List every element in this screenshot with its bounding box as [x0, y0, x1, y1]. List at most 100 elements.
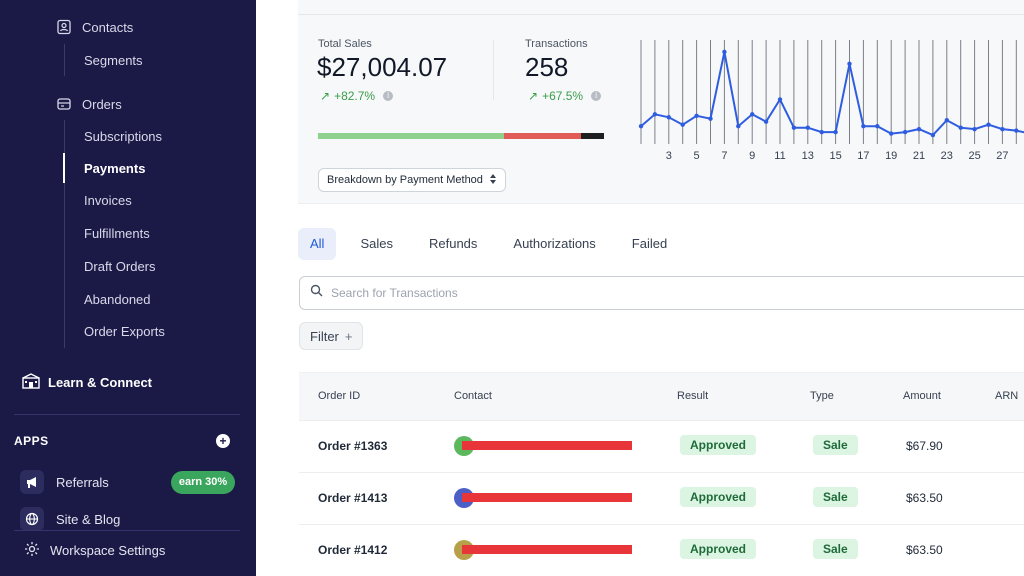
x-tick-label: 9: [749, 150, 755, 162]
order-id[interactable]: Order #1412: [318, 543, 388, 557]
sidebar-item-fulfillments[interactable]: Fulfillments: [84, 226, 150, 241]
chart-point[interactable]: [791, 125, 797, 130]
sidebar-item-site-blog[interactable]: Site & Blog: [20, 507, 120, 531]
x-tick-label: 23: [941, 150, 953, 162]
chart-point[interactable]: [986, 122, 991, 127]
sidebar-item-label: Site & Blog: [56, 511, 121, 527]
x-tick-label: 27: [996, 150, 1008, 162]
globe-icon: [20, 507, 44, 531]
table-row[interactable]: Order #1363 Approved Sale $67.90: [299, 420, 1024, 472]
plus-icon: +: [344, 328, 353, 344]
tab-all[interactable]: All: [298, 228, 337, 260]
chart-point[interactable]: [847, 61, 852, 66]
sidebar-item-abandoned[interactable]: Abandoned: [84, 292, 151, 307]
chart-point[interactable]: [958, 125, 963, 130]
chart-point[interactable]: [819, 129, 824, 135]
sidebar-item-referrals[interactable]: Referrals: [20, 470, 109, 494]
contacts-icon: [56, 19, 72, 35]
type-badge: Sale: [813, 487, 858, 507]
sidebar-item-segments[interactable]: Segments: [84, 53, 143, 68]
chart-point[interactable]: [763, 119, 769, 124]
tab-sales[interactable]: Sales: [360, 236, 393, 251]
table-row[interactable]: Order #1412 Approved Sale $63.50: [299, 524, 1024, 576]
stats-top-border: [298, 14, 1024, 15]
sidebar-item-draft-orders[interactable]: Draft Orders: [84, 259, 156, 274]
megaphone-icon: [20, 470, 44, 494]
orders-icon: [56, 96, 72, 112]
filter-label: Filter: [310, 328, 339, 344]
change-value: +82.7%: [334, 89, 376, 103]
chart-point[interactable]: [930, 132, 936, 138]
breakdown-label: Breakdown by Payment Method: [327, 174, 483, 186]
sidebar-divider: [14, 530, 240, 531]
tab-failed[interactable]: Failed: [631, 236, 668, 251]
total-sales-value: $27,004.07: [317, 52, 448, 82]
breakdown-select[interactable]: Breakdown by Payment Method: [318, 168, 506, 192]
nav-tree-line: [64, 120, 65, 348]
x-tick-label: 25: [968, 150, 980, 162]
chart-point[interactable]: [1000, 126, 1005, 132]
progress-segment-dark: [581, 133, 604, 139]
chart-point[interactable]: [972, 126, 977, 132]
chart-point[interactable]: [889, 131, 894, 136]
order-id[interactable]: Order #1413: [318, 491, 388, 505]
redacted-contact: [462, 493, 632, 502]
chart-point[interactable]: [722, 49, 727, 55]
chart-point[interactable]: [902, 129, 908, 135]
chart-point[interactable]: [777, 97, 783, 102]
sidebar-item-invoices[interactable]: Invoices: [84, 193, 132, 208]
arrow-up-right-icon: ↗: [528, 89, 539, 103]
sidebar-item-subscriptions[interactable]: Subscriptions: [84, 129, 163, 144]
type-badge: Sale: [813, 435, 858, 455]
chart-point[interactable]: [666, 115, 671, 120]
info-icon[interactable]: i: [591, 91, 602, 101]
column-header-amount[interactable]: Amount: [903, 390, 941, 402]
chart-point[interactable]: [1014, 128, 1019, 133]
table-row[interactable]: Order #1413 Approved Sale $63.50: [299, 472, 1024, 524]
sidebar-item-orders[interactable]: Orders: [56, 96, 122, 112]
earn-badge[interactable]: earn 30%: [171, 471, 235, 494]
add-app-icon[interactable]: +: [216, 434, 230, 448]
search-input[interactable]: [331, 286, 931, 300]
chart-point[interactable]: [736, 123, 741, 129]
column-header-arn[interactable]: ARN: [995, 390, 1019, 402]
sidebar-item-order-exports[interactable]: Order Exports: [84, 324, 165, 339]
column-header-order-id[interactable]: Order ID: [318, 390, 361, 402]
progress-segment-red: [503, 133, 582, 139]
chart-point[interactable]: [805, 125, 810, 130]
amount: $67.90: [906, 439, 943, 453]
gear-icon: [24, 541, 40, 560]
column-header-type[interactable]: Type: [810, 390, 834, 402]
chart-point[interactable]: [638, 123, 644, 129]
transactions-value: 258: [525, 52, 569, 82]
column-header-contact[interactable]: Contact: [454, 390, 492, 402]
arrow-up-right-icon: ↗: [320, 89, 331, 103]
workspace-settings-button[interactable]: Workspace Settings: [24, 541, 165, 560]
status-badge: Approved: [680, 539, 757, 559]
chart-point[interactable]: [861, 123, 866, 129]
info-icon[interactable]: i: [383, 91, 394, 101]
chart-point[interactable]: [694, 113, 699, 118]
tab-refunds[interactable]: Refunds: [428, 236, 478, 251]
redacted-contact: [462, 545, 632, 554]
table-header: Order ID Contact Result Type Amount ARN: [299, 372, 1024, 420]
chart-point[interactable]: [750, 112, 755, 117]
redacted-contact: [462, 441, 632, 450]
x-tick-label: 17: [857, 150, 869, 162]
column-header-result[interactable]: Result: [677, 390, 709, 402]
sidebar-item-contacts[interactable]: Contacts: [56, 19, 133, 35]
chart-point[interactable]: [680, 122, 685, 127]
x-tick-label: 3: [666, 150, 672, 162]
sidebar-item-learn-connect[interactable]: Learn & Connect: [22, 373, 152, 392]
order-id[interactable]: Order #1363: [318, 439, 388, 453]
sidebar-item-payments[interactable]: Payments: [84, 161, 146, 176]
filter-button[interactable]: Filter +: [299, 322, 364, 350]
chart-point[interactable]: [916, 126, 922, 132]
chart-point[interactable]: [708, 116, 713, 121]
chart-point[interactable]: [833, 129, 838, 135]
chart-point[interactable]: [944, 118, 949, 123]
tab-authorizations[interactable]: Authorizations: [513, 236, 596, 251]
chart-point[interactable]: [875, 123, 880, 129]
chart-point[interactable]: [652, 112, 658, 117]
sales-series-line: [640, 51, 1024, 137]
